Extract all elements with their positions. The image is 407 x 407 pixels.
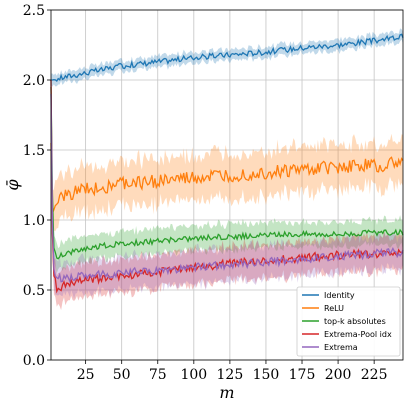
- x-axis-title: m: [219, 383, 234, 402]
- band-extrema-pool-idx: [51, 62, 403, 311]
- x-tick-label: 75: [149, 367, 167, 383]
- x-tick-label: 25: [77, 367, 95, 383]
- x-tick-label: 150: [253, 367, 280, 383]
- y-tick-label: 2.5: [23, 3, 45, 19]
- legend-label: Extrema: [324, 343, 358, 352]
- y-tick-label: 1.5: [23, 143, 45, 159]
- legend-label: Extrema-Pool idx: [324, 330, 392, 339]
- x-tick-label: 175: [289, 367, 316, 383]
- y-tick-label: 0.5: [23, 283, 45, 299]
- line-top-k-absolutes: [50, 86, 404, 260]
- plot-frame: [50, 9, 404, 361]
- x-tick-label: 50: [113, 367, 131, 383]
- y-axis: 0.0 0.5 1.0 1.5 2.0 2.5: [23, 3, 51, 369]
- line-extrema: [50, 93, 404, 284]
- legend-label: top-k absolutes: [324, 317, 386, 326]
- line-relu: [50, 142, 404, 214]
- y-tick-label: 1.0: [23, 213, 45, 229]
- y-axis-title: φ̄: [3, 179, 22, 191]
- band-top-k-absolutes: [51, 75, 403, 273]
- legend-label: ReLU: [324, 304, 344, 313]
- line-identity: [51, 33, 404, 82]
- y-tick-label: 2.0: [23, 73, 45, 89]
- band-identity: [51, 28, 403, 87]
- legend-label: Identity: [324, 291, 355, 300]
- x-tick-label: 225: [361, 367, 388, 383]
- band-relu: [51, 124, 403, 235]
- x-tick-label: 125: [217, 367, 244, 383]
- series-lines: [50, 33, 404, 294]
- x-axis: 25 50 75 100 125 150 175 200 225: [77, 360, 388, 383]
- legend: Identity ReLU top-k absolutes Extrema-Pool …: [296, 286, 401, 357]
- y-tick-label: 0.0: [23, 353, 45, 369]
- legend-box: [296, 286, 401, 357]
- x-tick-label: 200: [325, 367, 352, 383]
- x-tick-label: 100: [180, 367, 207, 383]
